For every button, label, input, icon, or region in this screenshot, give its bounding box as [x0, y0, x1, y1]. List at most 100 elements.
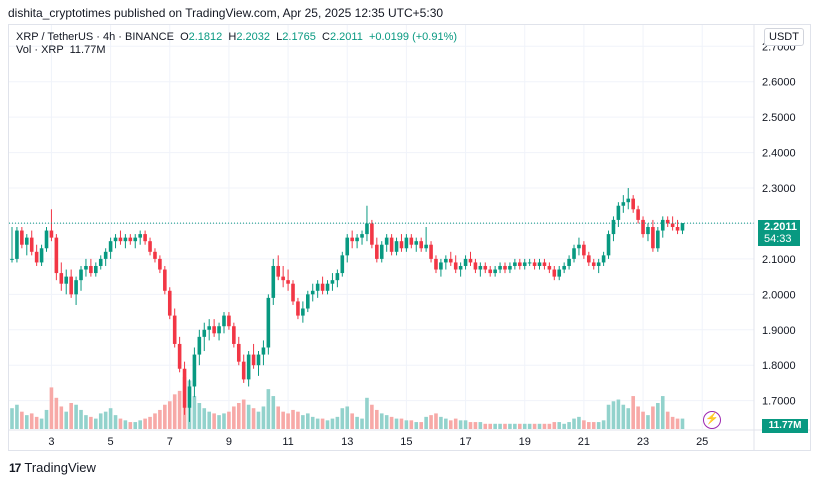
candle-body [236, 343, 241, 362]
volume-bar [227, 411, 231, 429]
candle-body [89, 265, 93, 274]
candle-body [256, 354, 261, 366]
volume-legend[interactable]: Vol · XRP 11.77M [16, 44, 106, 56]
current-price-tag: 2.2011 54:33 [758, 220, 800, 246]
symbol-legend[interactable]: XRP / TetherUS · 4h · BINANCE O2.1812 H2… [16, 30, 457, 44]
candle-body [34, 251, 39, 263]
volume-bar [468, 422, 473, 429]
volume-bar [419, 422, 423, 429]
candle-body [148, 241, 152, 252]
volume-bar [148, 416, 152, 429]
volume-bar [448, 420, 453, 429]
candle-body [207, 326, 211, 330]
volume-bar [606, 404, 611, 429]
candle-body [409, 237, 414, 245]
lightning-icon[interactable]: ⚡ [703, 411, 721, 429]
candle-body [286, 280, 290, 284]
volume-bar [409, 420, 414, 429]
volume-bar [513, 423, 517, 429]
volume-bar [522, 423, 527, 429]
volume-bar [577, 416, 581, 429]
candle-body [103, 251, 108, 259]
volume-bar [394, 418, 399, 429]
volume-bar [360, 418, 364, 429]
volume-bar [355, 416, 359, 429]
tradingview-footer[interactable]: 17 TradingView [9, 460, 96, 475]
volume-bar [271, 396, 276, 429]
candle-body [227, 315, 231, 327]
candle-body [74, 280, 78, 295]
current-price: 2.2011 [764, 221, 798, 233]
candle-body [10, 258, 14, 260]
candle-body [439, 262, 443, 270]
candle-body [182, 368, 187, 408]
candle-body [29, 237, 34, 252]
candle-body [172, 315, 177, 344]
volume-bar [641, 411, 645, 429]
candle-body [98, 258, 103, 266]
candle-body [463, 258, 468, 266]
candle-body [365, 223, 369, 235]
candle-body [241, 361, 246, 380]
volume-bar [212, 413, 216, 429]
candle-body [49, 230, 54, 238]
candle-body [281, 276, 285, 281]
volume-bar [113, 415, 118, 429]
volume-bar [325, 420, 330, 429]
candle-body [24, 237, 29, 245]
volume-bar [498, 423, 502, 429]
volume-bar [370, 404, 374, 429]
volume-bar [10, 408, 14, 429]
candle-body [296, 301, 300, 316]
candle-body [266, 297, 271, 348]
volume-bar [340, 408, 345, 429]
candle-body [222, 315, 226, 327]
volume-bar [266, 389, 271, 429]
volume-bar [133, 422, 138, 429]
candle-body [562, 265, 566, 270]
volume-value: 11.77M [69, 44, 106, 56]
volume-bar [320, 418, 325, 429]
candle-body [177, 343, 182, 369]
volume-bar [429, 415, 433, 429]
volume-bar [232, 406, 236, 429]
candle-body [187, 386, 192, 408]
candle-body [20, 230, 24, 245]
high-value: 2.2032 [236, 31, 271, 43]
y-tick-label: 2.6000 [762, 77, 796, 89]
candle-body [64, 276, 69, 284]
candle-body [118, 237, 123, 242]
candle-body [15, 230, 19, 259]
y-tick-label: 2.1000 [762, 254, 796, 266]
currency-button[interactable]: USDT [764, 28, 804, 46]
volume-bar [276, 406, 281, 429]
candle-body [424, 244, 428, 249]
candle-body [473, 262, 478, 270]
volume-bar [552, 422, 557, 429]
volume-bar [572, 418, 576, 429]
volume-bar [281, 411, 285, 429]
candle-body [527, 262, 532, 264]
y-tick-label: 2.0000 [762, 289, 796, 301]
volume-bar [177, 390, 182, 429]
candle-body [626, 198, 631, 203]
volume-bar [646, 415, 650, 429]
volume-bar [680, 418, 685, 429]
candle-body [675, 227, 680, 231]
candle-body [84, 265, 88, 270]
volume-bar [557, 422, 562, 429]
candlestick-chart[interactable]: 2.70002.60002.50002.40002.30002.20002.10… [9, 25, 810, 450]
candle-body [577, 244, 581, 249]
volume-bar [192, 396, 197, 429]
volume-bar [463, 420, 468, 429]
candle-body [552, 269, 557, 277]
candle-body [246, 354, 251, 380]
volume-bar [636, 406, 640, 429]
volume-bar [98, 413, 103, 429]
x-tick-label: 23 [637, 436, 649, 448]
candle-body [44, 230, 49, 249]
x-tick-label: 19 [519, 436, 531, 448]
volume-bar [84, 415, 88, 429]
candle-body [483, 265, 488, 270]
candle-body [39, 248, 44, 263]
